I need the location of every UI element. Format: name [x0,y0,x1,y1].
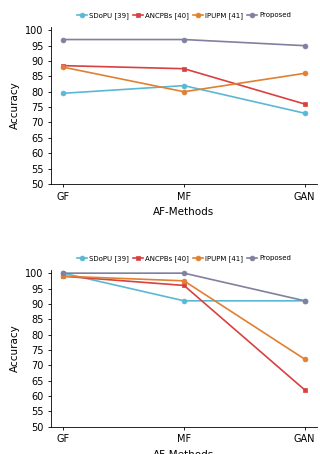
ANCPBs [40] [303,387,307,393]
X-axis label: AF-Methods: AF-Methods [153,207,215,217]
Line: SDoPU [39]: SDoPU [39] [61,271,307,303]
Line: SDoPU [39]: SDoPU [39] [61,83,307,116]
IPUPM [41] [303,356,307,362]
Line: IPUPM [41]: IPUPM [41] [61,65,307,94]
Legend: SDoPU [39], ANCPBs [40], IPUPM [41], Proposed: SDoPU [39], ANCPBs [40], IPUPM [41], Pro… [76,11,292,20]
ANCPBs [40] [303,101,307,107]
Y-axis label: Accuracy: Accuracy [10,325,20,372]
SDoPU [39] [303,298,307,304]
Proposed [182,271,186,276]
Proposed [61,271,65,276]
Proposed [303,43,307,49]
ANCPBs [40] [61,63,65,69]
SDoPU [39] [182,298,186,304]
ANCPBs [40] [182,283,186,288]
X-axis label: AF-Methods: AF-Methods [153,450,215,454]
IPUPM [41] [61,64,65,70]
Line: Proposed: Proposed [61,271,307,303]
SDoPU [39] [61,90,65,96]
IPUPM [41] [182,278,186,284]
Line: ANCPBs [40]: ANCPBs [40] [61,63,307,107]
IPUPM [41] [61,273,65,279]
Line: IPUPM [41]: IPUPM [41] [61,274,307,361]
Legend: SDoPU [39], ANCPBs [40], IPUPM [41], Proposed: SDoPU [39], ANCPBs [40], IPUPM [41], Pro… [76,254,292,263]
IPUPM [41] [303,70,307,76]
IPUPM [41] [182,89,186,94]
SDoPU [39] [182,83,186,89]
Proposed [182,37,186,42]
Line: Proposed: Proposed [61,37,307,48]
SDoPU [39] [303,110,307,116]
ANCPBs [40] [182,66,186,71]
SDoPU [39] [61,271,65,276]
Line: ANCPBs [40]: ANCPBs [40] [61,274,307,392]
Proposed [303,298,307,304]
ANCPBs [40] [61,273,65,279]
Proposed [61,37,65,42]
Y-axis label: Accuracy: Accuracy [10,82,20,129]
